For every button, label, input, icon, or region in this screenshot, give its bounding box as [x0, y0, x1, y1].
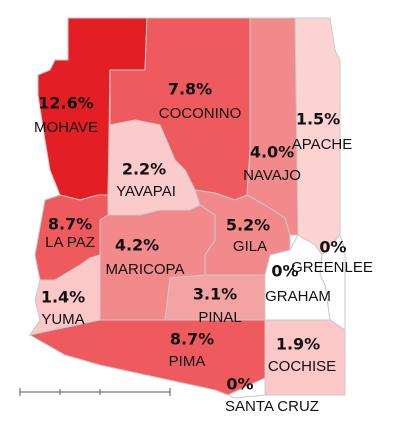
- county-value: 1.4%: [41, 288, 85, 307]
- county-name: NAVAJO: [243, 167, 301, 184]
- county-name: SANTA CRUZ: [225, 398, 319, 415]
- county-value: 5.2%: [226, 216, 270, 235]
- county-value: 7.8%: [168, 80, 212, 99]
- county-name: PIMA: [169, 353, 206, 370]
- county-value: 12.6%: [38, 94, 94, 113]
- county-name: YUMA: [41, 311, 84, 328]
- county-value: 4.2%: [115, 236, 159, 255]
- county-name: PINAL: [198, 309, 241, 326]
- county-value: 4.0%: [250, 143, 294, 162]
- county-value: 0%: [226, 375, 253, 394]
- county-name: GREENLEE: [291, 259, 373, 276]
- county-value: 0%: [271, 262, 298, 281]
- county-value: 1.9%: [276, 335, 320, 354]
- county-value: 0%: [319, 238, 346, 257]
- county-name: APACHE: [292, 136, 353, 153]
- county-name: COCONINO: [159, 105, 242, 122]
- county: [226, 377, 266, 399]
- county-name: MOHAVE: [34, 119, 98, 136]
- county-value: 8.7%: [48, 215, 92, 234]
- county-value: 3.1%: [193, 285, 237, 304]
- county-name: LA PAZ: [45, 234, 95, 251]
- county-name: GRAHAM: [265, 288, 331, 305]
- scale-bar: [19, 388, 171, 396]
- county-value: 1.5%: [296, 110, 340, 129]
- county-name: YAVAPAI: [116, 183, 176, 200]
- county-value: 8.7%: [170, 330, 214, 349]
- county-name: MARICOPA: [106, 261, 185, 278]
- county-name: COCHISE: [268, 358, 336, 375]
- county: [28, 254, 101, 336]
- county-value: 2.2%: [122, 160, 166, 179]
- county-name: GILA: [233, 238, 267, 255]
